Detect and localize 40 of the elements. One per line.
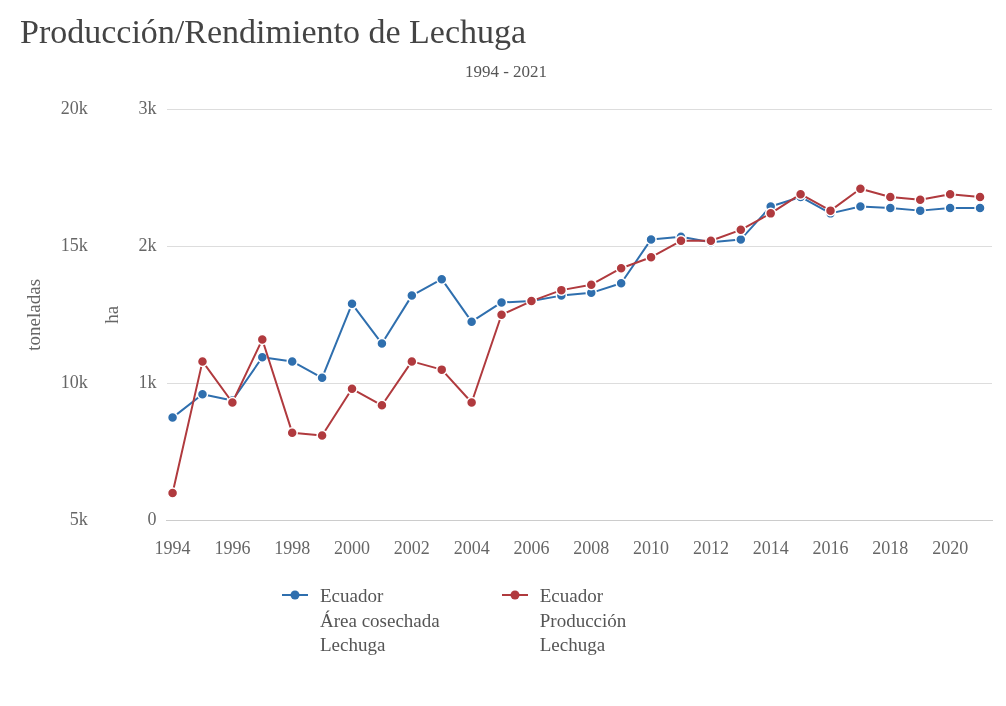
y2-tick-label: 5k — [69, 509, 88, 530]
x-tick-label: 2002 — [393, 537, 430, 558]
x-tick-label: 2018 — [872, 537, 909, 558]
x-tick-label: 2004 — [453, 537, 490, 558]
point — [346, 383, 358, 395]
y-tick-label: 1k — [138, 372, 157, 393]
x-tick-label: 2006 — [513, 537, 550, 558]
point — [974, 191, 986, 203]
x-tick-label: 1998 — [274, 537, 311, 558]
chart-subtitle: 1994 - 2021 — [464, 62, 548, 82]
x-tick-label: 2012 — [692, 537, 729, 558]
point — [974, 202, 986, 214]
y2-tick-label: 20k — [60, 97, 88, 118]
y2-axis-title: toneladas — [23, 278, 45, 351]
point — [884, 202, 897, 214]
x-tick-label: 2016 — [812, 537, 849, 558]
chart-title: Producción/Rendimiento de Lechuga — [20, 13, 527, 51]
point — [735, 224, 747, 236]
point — [944, 202, 956, 214]
x-tick-label: 2000 — [334, 537, 371, 558]
point — [406, 355, 418, 368]
y-tick-label: 2k — [138, 235, 157, 255]
x-tick-label: 1994 — [154, 537, 191, 558]
y-axis-title: ha — [101, 305, 123, 324]
point — [884, 191, 897, 203]
x-tick-label: 1996 — [214, 537, 251, 558]
y2-tick-label: 10k — [60, 372, 88, 393]
y-tick-label: 3k — [138, 97, 157, 118]
y-tick-label: 0 — [147, 509, 157, 530]
point — [675, 235, 687, 247]
x-tick-label: 2010 — [633, 537, 670, 558]
point — [316, 372, 328, 384]
point — [406, 289, 418, 302]
legend-label: Ecuador Producción Lechuga — [539, 584, 627, 658]
point — [346, 298, 358, 310]
x-tick-label: 2020 — [932, 537, 969, 558]
y2-tick-label: 15k — [60, 235, 88, 255]
legend-label: Ecuador Área cosechada Lechuga — [320, 584, 440, 658]
x-tick-label: 2014 — [752, 537, 789, 558]
x-tick-label: 2008 — [573, 537, 610, 558]
